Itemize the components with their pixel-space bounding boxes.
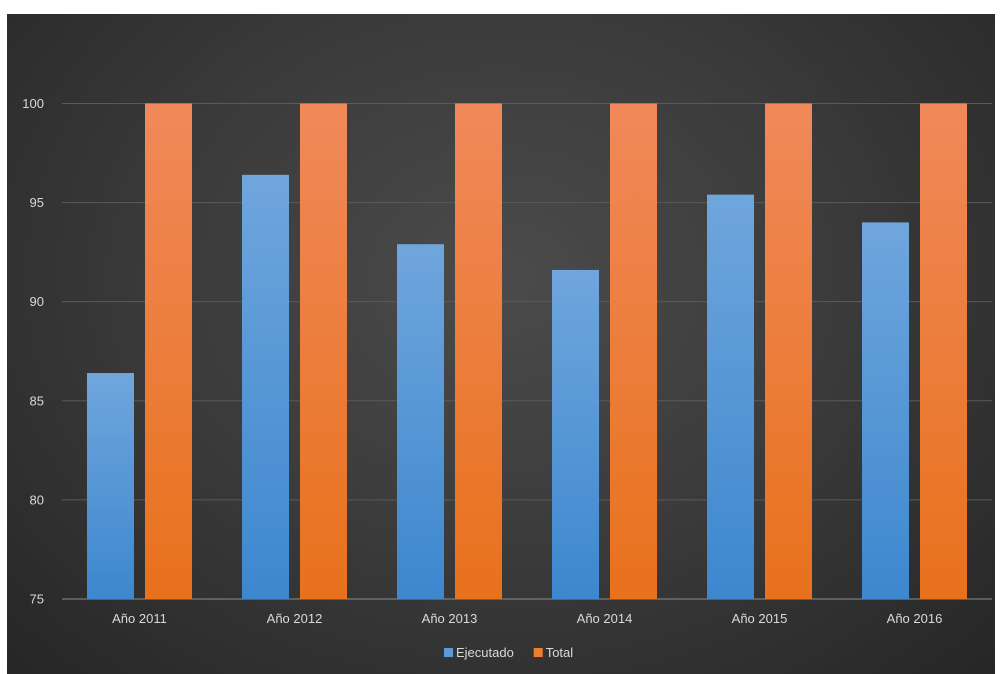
y-tick-label: 90 bbox=[30, 294, 44, 309]
legend-swatch-total bbox=[533, 648, 543, 657]
bar-total-1 bbox=[300, 103, 347, 599]
bars bbox=[87, 103, 967, 600]
bar-ejecutado-4 bbox=[707, 194, 754, 599]
bar-ejecutado-0 bbox=[87, 373, 134, 599]
x-tick-label: Año 2016 bbox=[887, 611, 943, 626]
bar-total-5 bbox=[920, 103, 967, 599]
y-tick-label: 95 bbox=[30, 195, 44, 210]
bar-total-2 bbox=[455, 103, 502, 599]
y-axis: 75 80 85 90 95 100 bbox=[22, 96, 44, 607]
y-tick-label: 80 bbox=[30, 492, 44, 507]
x-axis: Año 2011 Año 2012 Año 2013 Año 2014 Año 2015… bbox=[112, 611, 942, 626]
x-tick-label: Año 2015 bbox=[732, 611, 788, 626]
bar-ejecutado-1 bbox=[242, 174, 289, 600]
y-tick-label: 75 bbox=[30, 592, 44, 607]
bar-ejecutado-3 bbox=[552, 269, 599, 599]
bar-total-3 bbox=[610, 103, 657, 599]
bar-ejecutado-5 bbox=[862, 222, 909, 599]
bar-ejecutado-2 bbox=[397, 244, 444, 600]
legend-swatch-ejecutado bbox=[444, 648, 453, 657]
y-tick-label: 85 bbox=[30, 393, 44, 408]
x-tick-label: Año 2012 bbox=[267, 611, 323, 626]
legend-label-ejecutado: Ejecutado bbox=[456, 645, 514, 660]
x-tick-label: Año 2011 bbox=[112, 611, 167, 626]
legend: Ejecutado Total bbox=[444, 645, 573, 660]
x-tick-label: Año 2013 bbox=[422, 611, 478, 626]
y-tick-label: 100 bbox=[22, 96, 44, 111]
x-tick-label: Año 2014 bbox=[577, 611, 633, 626]
gridlines bbox=[62, 102, 992, 600]
bar-total-4 bbox=[765, 103, 812, 599]
bar-total-0 bbox=[145, 103, 192, 599]
legend-label-total: Total bbox=[546, 645, 574, 660]
